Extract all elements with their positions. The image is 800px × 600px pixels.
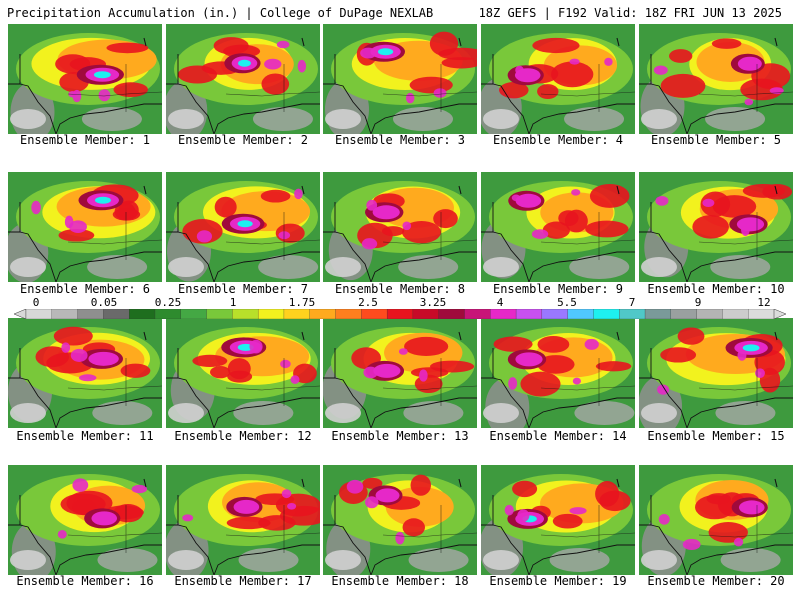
ensemble-member-label: Ensemble Member: 15 bbox=[647, 429, 785, 443]
ensemble-member-map bbox=[166, 24, 320, 134]
colorbar-swatch bbox=[206, 309, 233, 319]
colorbar-swatch bbox=[386, 309, 414, 319]
ensemble-member-map bbox=[8, 172, 162, 282]
ensemble-member-map bbox=[639, 24, 793, 134]
ensemble-member-map bbox=[166, 465, 320, 575]
ensemble-member-map bbox=[166, 172, 320, 282]
colorbar-swatch bbox=[25, 309, 53, 319]
ensemble-member-label: Ensemble Member: 9 bbox=[492, 282, 624, 296]
ensemble-member-label: Ensemble Member: 2 bbox=[177, 133, 309, 147]
header-title: Precipitation Accumulation (in.) | Colle… bbox=[7, 6, 434, 20]
ensemble-member-map bbox=[481, 24, 635, 134]
ensemble-member-map bbox=[323, 465, 477, 575]
ensemble-member-map bbox=[639, 172, 793, 282]
colorbar-tick-label: 5.5 bbox=[557, 296, 577, 309]
colorbar-swatch bbox=[77, 309, 104, 319]
colorbar-swatch bbox=[309, 309, 337, 319]
ensemble-member-label: Ensemble Member: 18 bbox=[331, 574, 469, 588]
ensemble-member-label: Ensemble Member: 12 bbox=[174, 429, 312, 443]
ensemble-member-label: Ensemble Member: 3 bbox=[334, 133, 466, 147]
colorbar-tick-label: 0 bbox=[32, 296, 40, 309]
colorbar-swatch bbox=[232, 309, 259, 319]
ensemble-member-label: Ensemble Member: 20 bbox=[647, 574, 785, 588]
header-valid-time: 18Z GEFS | F192 Valid: 18Z FRI JUN 13 20… bbox=[478, 6, 782, 20]
colorbar-swatch bbox=[748, 309, 775, 319]
colorbar-tick-label: 2.5 bbox=[358, 296, 378, 309]
colorbar-swatch bbox=[722, 309, 749, 319]
colorbar-swatch bbox=[180, 309, 208, 319]
colorbar-swatch bbox=[438, 309, 466, 319]
colorbar-swatch bbox=[670, 309, 698, 319]
ensemble-member-label: Ensemble Member: 11 bbox=[16, 429, 154, 443]
ensemble-member-map bbox=[166, 318, 320, 428]
colorbar-swatch bbox=[51, 309, 79, 319]
colorbar-swatch bbox=[103, 309, 130, 319]
ensemble-member-label: Ensemble Member: 10 bbox=[647, 282, 785, 296]
colorbar-swatch bbox=[283, 309, 311, 319]
colorbar-tick-label: 1.75 bbox=[288, 296, 316, 309]
ensemble-member-map bbox=[8, 465, 162, 575]
colorbar-tick-label: 3.25 bbox=[419, 296, 447, 309]
colorbar-swatch bbox=[490, 309, 517, 319]
colorbar-swatch bbox=[412, 309, 440, 319]
ensemble-member-map bbox=[323, 24, 477, 134]
colorbar-tick-label: 12 bbox=[757, 296, 771, 309]
ensemble-member-map bbox=[8, 24, 162, 134]
colorbar-swatch bbox=[541, 309, 569, 319]
ensemble-member-label: Ensemble Member: 8 bbox=[334, 282, 466, 296]
ensemble-member-label: Ensemble Member: 13 bbox=[331, 429, 469, 443]
ensemble-member-map bbox=[323, 172, 477, 282]
colorbar-swatch bbox=[361, 309, 388, 319]
colorbar-tick-label: 4 bbox=[496, 296, 504, 309]
ensemble-member-label: Ensemble Member: 17 bbox=[174, 574, 312, 588]
colorbar-tick-label: 7 bbox=[628, 296, 636, 309]
ensemble-member-label: Ensemble Member: 14 bbox=[489, 429, 627, 443]
colorbar-tick-label: 1 bbox=[229, 296, 237, 309]
colorbar-min-arrow bbox=[14, 309, 27, 319]
ensemble-member-label: Ensemble Member: 19 bbox=[489, 574, 627, 588]
ensemble-member-map bbox=[481, 318, 635, 428]
ensemble-member-label: Ensemble Member: 16 bbox=[16, 574, 154, 588]
colorbar-swatch bbox=[154, 309, 182, 319]
ensemble-member-label: Ensemble Member: 4 bbox=[492, 133, 624, 147]
colorbar-swatch bbox=[619, 309, 646, 319]
colorbar-swatch bbox=[644, 309, 672, 319]
ensemble-member-map bbox=[8, 318, 162, 428]
ensemble-member-label: Ensemble Member: 7 bbox=[177, 282, 309, 296]
ensemble-member-label: Ensemble Member: 5 bbox=[650, 133, 782, 147]
colorbar-swatch bbox=[593, 309, 620, 319]
ensemble-member-map bbox=[639, 318, 793, 428]
colorbar-swatch bbox=[129, 309, 156, 319]
ensemble-member-label: Ensemble Member: 6 bbox=[19, 282, 151, 296]
colorbar-tick-label: 0.05 bbox=[90, 296, 118, 309]
colorbar-max-arrow bbox=[773, 309, 786, 319]
ensemble-member-map bbox=[323, 318, 477, 428]
colorbar bbox=[14, 309, 786, 319]
ensemble-member-map bbox=[481, 172, 635, 282]
colorbar-swatch bbox=[464, 309, 491, 319]
colorbar-swatch bbox=[515, 309, 543, 319]
colorbar-tick-label: 9 bbox=[694, 296, 702, 309]
ensemble-member-map bbox=[639, 465, 793, 575]
ensemble-member-label: Ensemble Member: 1 bbox=[19, 133, 151, 147]
colorbar-swatch bbox=[257, 309, 285, 319]
colorbar-swatch bbox=[335, 309, 362, 319]
colorbar-swatch bbox=[567, 309, 594, 319]
ensemble-member-map bbox=[481, 465, 635, 575]
colorbar-swatch bbox=[696, 309, 723, 319]
colorbar-tick-label: 0.25 bbox=[154, 296, 182, 309]
